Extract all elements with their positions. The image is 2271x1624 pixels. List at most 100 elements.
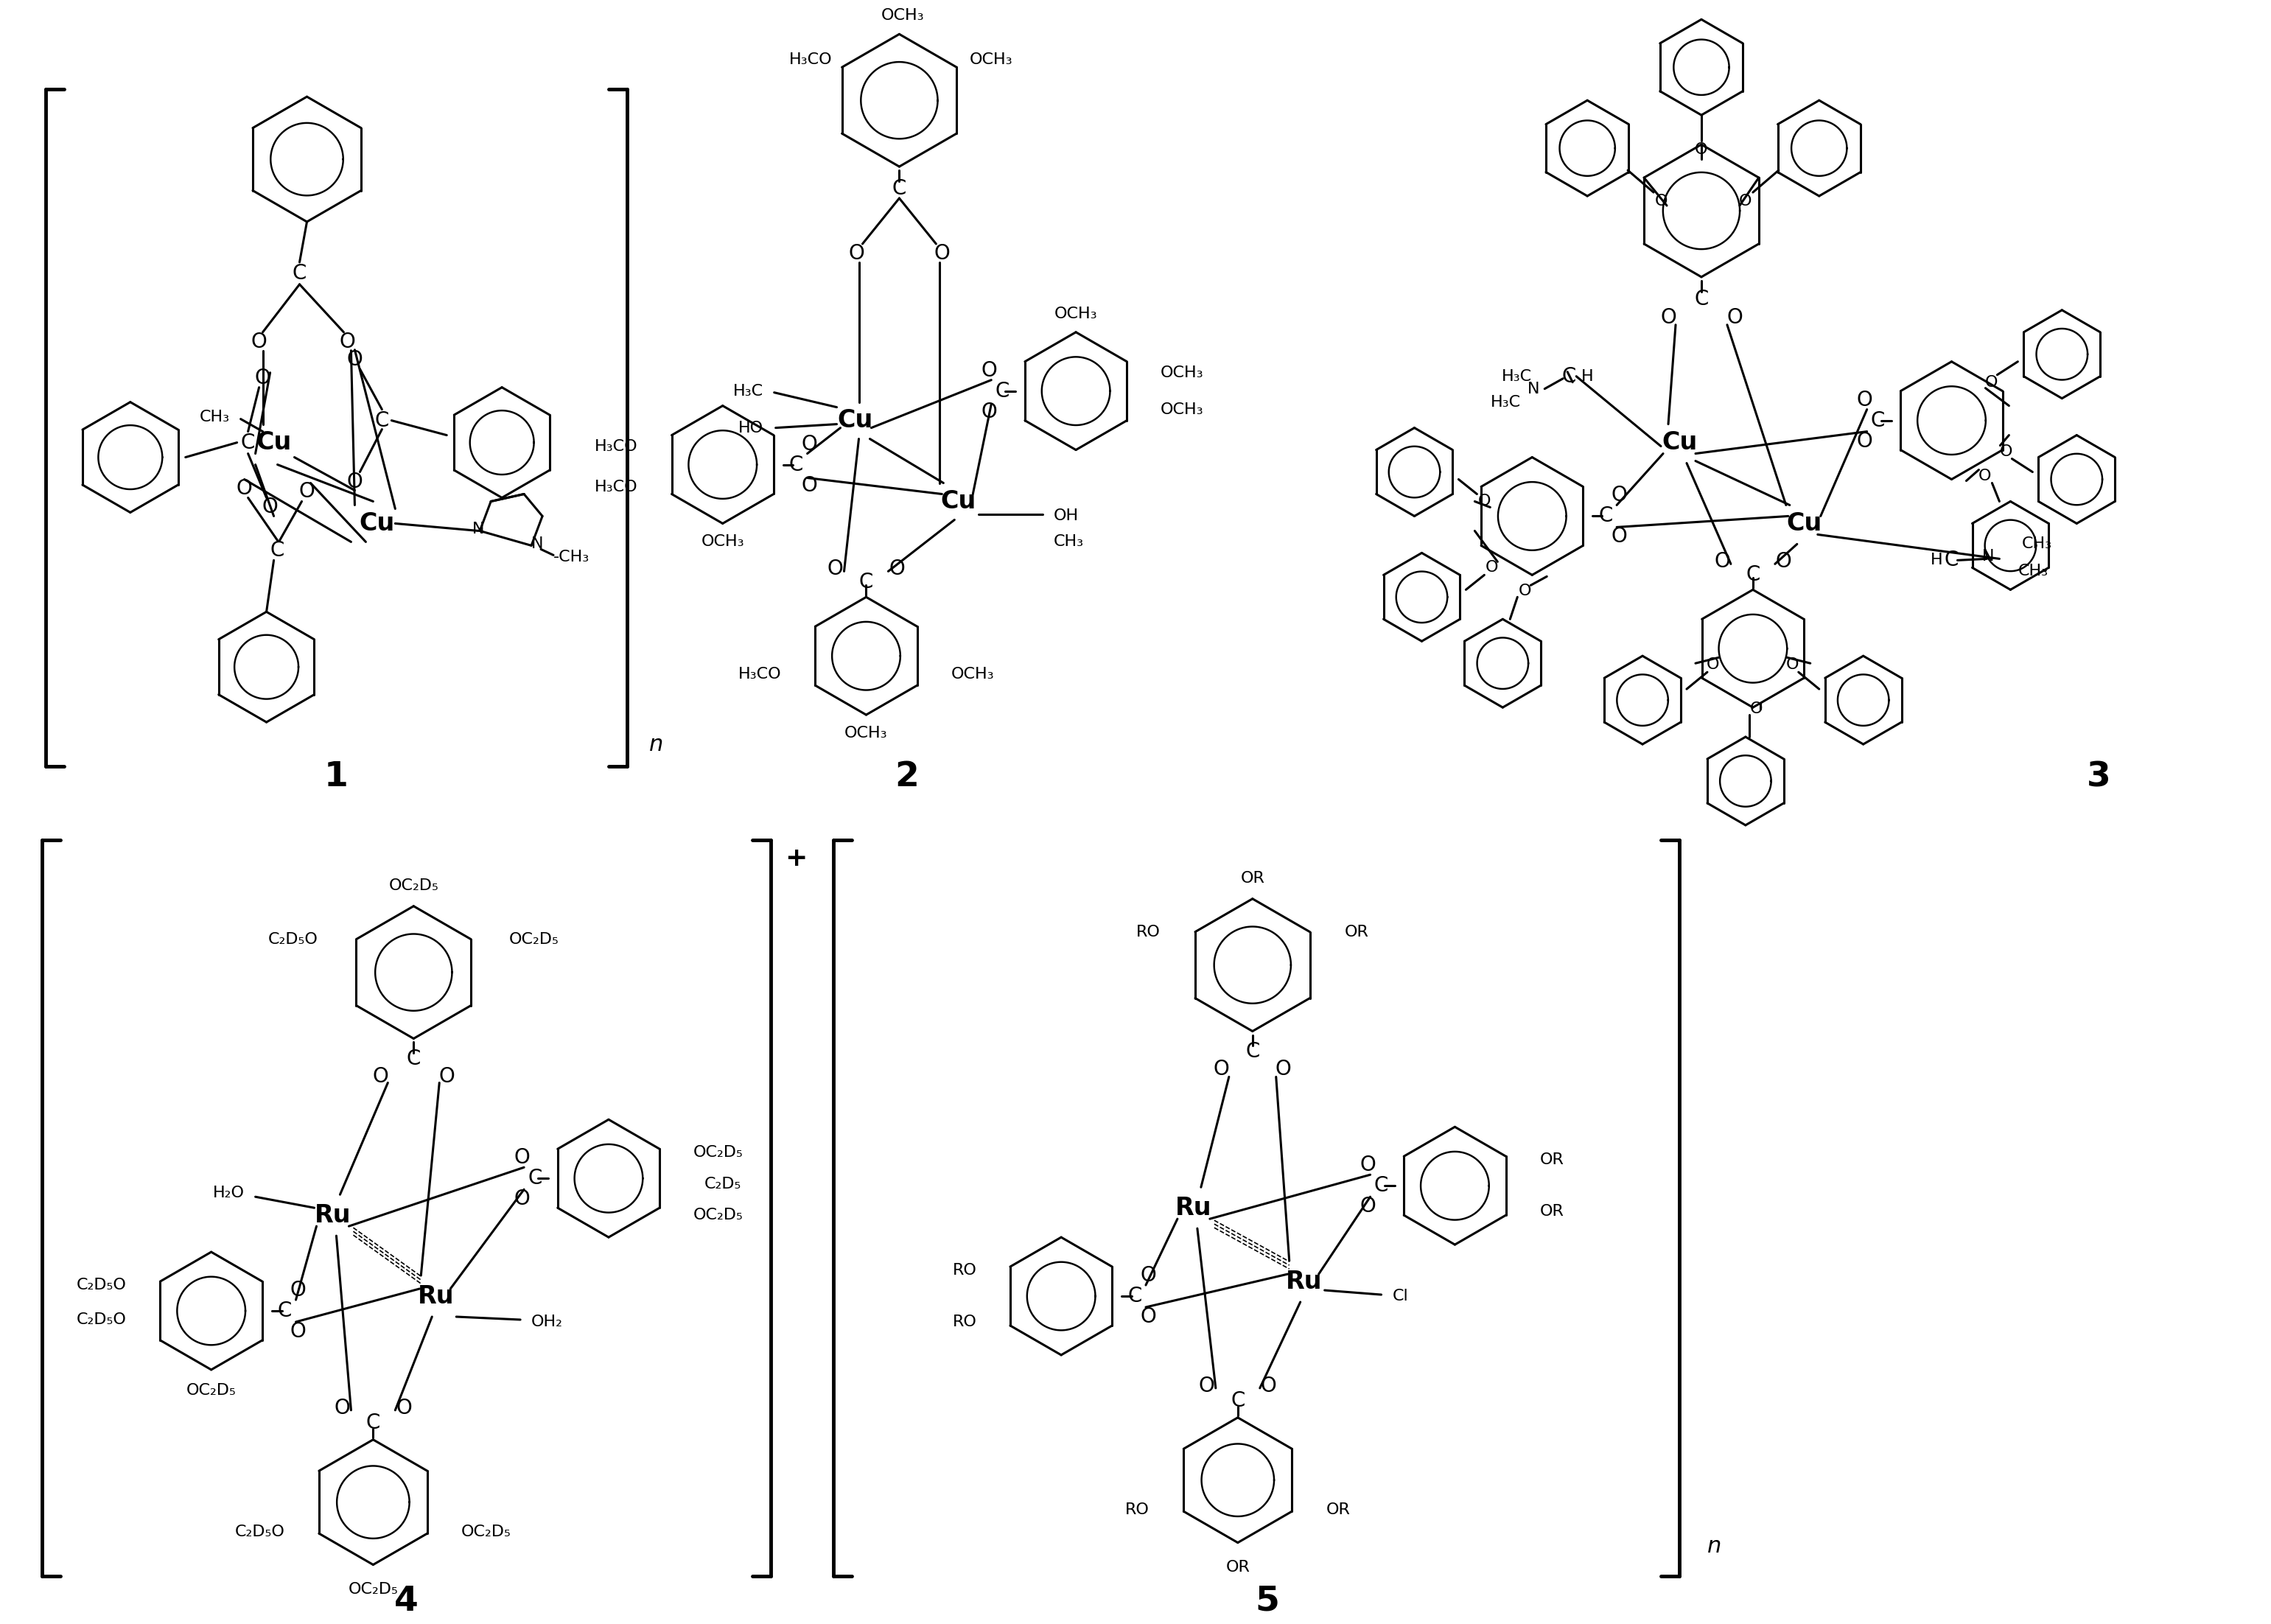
Text: O: O xyxy=(252,331,268,352)
Text: H₃CO: H₃CO xyxy=(595,438,638,453)
Text: OH: OH xyxy=(1054,508,1079,523)
Text: C: C xyxy=(893,179,906,200)
Text: O: O xyxy=(291,1280,307,1301)
Text: O: O xyxy=(1519,583,1531,599)
Text: Cl: Cl xyxy=(1392,1289,1408,1304)
Text: C: C xyxy=(995,380,1008,401)
Text: OCH₃: OCH₃ xyxy=(1054,307,1097,322)
Text: H₃CO: H₃CO xyxy=(790,52,833,67)
Text: O: O xyxy=(1726,307,1742,328)
Text: O: O xyxy=(438,1067,454,1086)
Text: O: O xyxy=(1360,1195,1376,1216)
Text: O: O xyxy=(1787,658,1799,672)
Text: O: O xyxy=(291,1322,307,1341)
Text: C: C xyxy=(1231,1390,1245,1411)
Text: O: O xyxy=(1140,1306,1156,1327)
Text: C₂D₅: C₂D₅ xyxy=(704,1177,740,1192)
Text: H₃C: H₃C xyxy=(1501,369,1533,383)
Text: O: O xyxy=(1610,486,1626,505)
Text: O: O xyxy=(395,1398,411,1418)
Text: H₃C: H₃C xyxy=(1490,395,1522,409)
Text: OCH₃: OCH₃ xyxy=(881,8,924,23)
Text: CH₃: CH₃ xyxy=(1054,534,1083,549)
Text: Cu: Cu xyxy=(940,489,977,513)
Text: C: C xyxy=(293,263,307,284)
Text: O: O xyxy=(1985,375,1998,390)
Text: H₃C: H₃C xyxy=(734,383,763,398)
Text: n: n xyxy=(650,734,663,755)
Text: +: + xyxy=(786,846,808,870)
Text: O: O xyxy=(1858,390,1874,411)
Text: C: C xyxy=(366,1413,379,1432)
Text: O: O xyxy=(236,477,252,499)
Text: C: C xyxy=(1871,411,1885,430)
Text: O: O xyxy=(338,331,354,352)
Text: CH₃: CH₃ xyxy=(2019,564,2048,578)
Text: 3: 3 xyxy=(2087,760,2110,794)
Text: Cu: Cu xyxy=(1787,512,1821,536)
Text: OCH₃: OCH₃ xyxy=(845,726,888,741)
Text: O: O xyxy=(334,1398,350,1418)
Text: O: O xyxy=(1858,430,1874,451)
Text: C: C xyxy=(1245,1041,1260,1062)
Text: OR: OR xyxy=(1226,1559,1249,1574)
Text: OH₂: OH₂ xyxy=(531,1314,563,1330)
Text: O: O xyxy=(1660,307,1676,328)
Text: O: O xyxy=(1708,658,1719,672)
Text: O: O xyxy=(1478,494,1490,508)
Text: OC₂D₅: OC₂D₅ xyxy=(461,1525,511,1540)
Text: H: H xyxy=(1581,369,1594,383)
Text: OCH₃: OCH₃ xyxy=(952,667,995,682)
Text: C₂D₅O: C₂D₅O xyxy=(77,1278,127,1293)
Text: OCH₃: OCH₃ xyxy=(970,52,1013,67)
Text: O: O xyxy=(981,401,997,422)
Text: OCH₃: OCH₃ xyxy=(1160,403,1204,417)
Text: OC₂D₅: OC₂D₅ xyxy=(388,879,438,893)
Text: O: O xyxy=(1978,468,1992,482)
Text: Cu: Cu xyxy=(1662,430,1696,455)
Text: OC₂D₅: OC₂D₅ xyxy=(693,1145,743,1160)
Text: C: C xyxy=(1944,551,1958,570)
Text: OR: OR xyxy=(1540,1203,1565,1220)
Text: OC₂D₅: OC₂D₅ xyxy=(186,1384,236,1398)
Text: Cu: Cu xyxy=(359,512,395,536)
Text: C₂D₅O: C₂D₅O xyxy=(234,1525,284,1540)
Text: Cu: Cu xyxy=(257,430,291,455)
Text: O: O xyxy=(1260,1376,1276,1397)
Text: C: C xyxy=(1562,365,1576,387)
Text: O: O xyxy=(300,482,316,502)
Text: n: n xyxy=(1708,1536,1721,1557)
Text: OCH₃: OCH₃ xyxy=(702,534,745,549)
Text: O: O xyxy=(802,474,818,495)
Text: C: C xyxy=(1599,505,1612,526)
Text: Ru: Ru xyxy=(1285,1270,1322,1294)
Text: OCH₃: OCH₃ xyxy=(1160,365,1204,380)
Text: 1: 1 xyxy=(325,760,347,794)
Text: H₂O: H₂O xyxy=(213,1186,245,1200)
Text: O: O xyxy=(1998,443,2012,458)
Text: Ru: Ru xyxy=(1176,1195,1213,1220)
Text: O: O xyxy=(1776,552,1792,572)
Text: O: O xyxy=(347,471,363,492)
Text: Ru: Ru xyxy=(313,1203,352,1228)
Text: 5: 5 xyxy=(1256,1585,1279,1618)
Text: OR: OR xyxy=(1344,924,1369,939)
Text: O: O xyxy=(372,1067,388,1086)
Text: 2: 2 xyxy=(895,760,920,794)
Text: C₂D₅O: C₂D₅O xyxy=(77,1312,127,1327)
Text: O: O xyxy=(347,349,363,370)
Text: O: O xyxy=(1740,193,1751,208)
Text: O: O xyxy=(1694,143,1708,158)
Text: O: O xyxy=(1140,1265,1156,1286)
Text: CH₃: CH₃ xyxy=(200,409,229,424)
Text: H₃CO: H₃CO xyxy=(738,667,781,682)
Text: O: O xyxy=(827,559,843,580)
Text: -CH₃: -CH₃ xyxy=(554,551,590,565)
Text: OR: OR xyxy=(1240,870,1265,885)
Text: RO: RO xyxy=(952,1263,977,1278)
Text: Ru: Ru xyxy=(418,1285,454,1309)
Text: N: N xyxy=(1983,549,1994,564)
Text: OC₂D₅: OC₂D₅ xyxy=(509,932,559,947)
Text: O: O xyxy=(849,244,865,263)
Text: O: O xyxy=(1485,560,1499,575)
